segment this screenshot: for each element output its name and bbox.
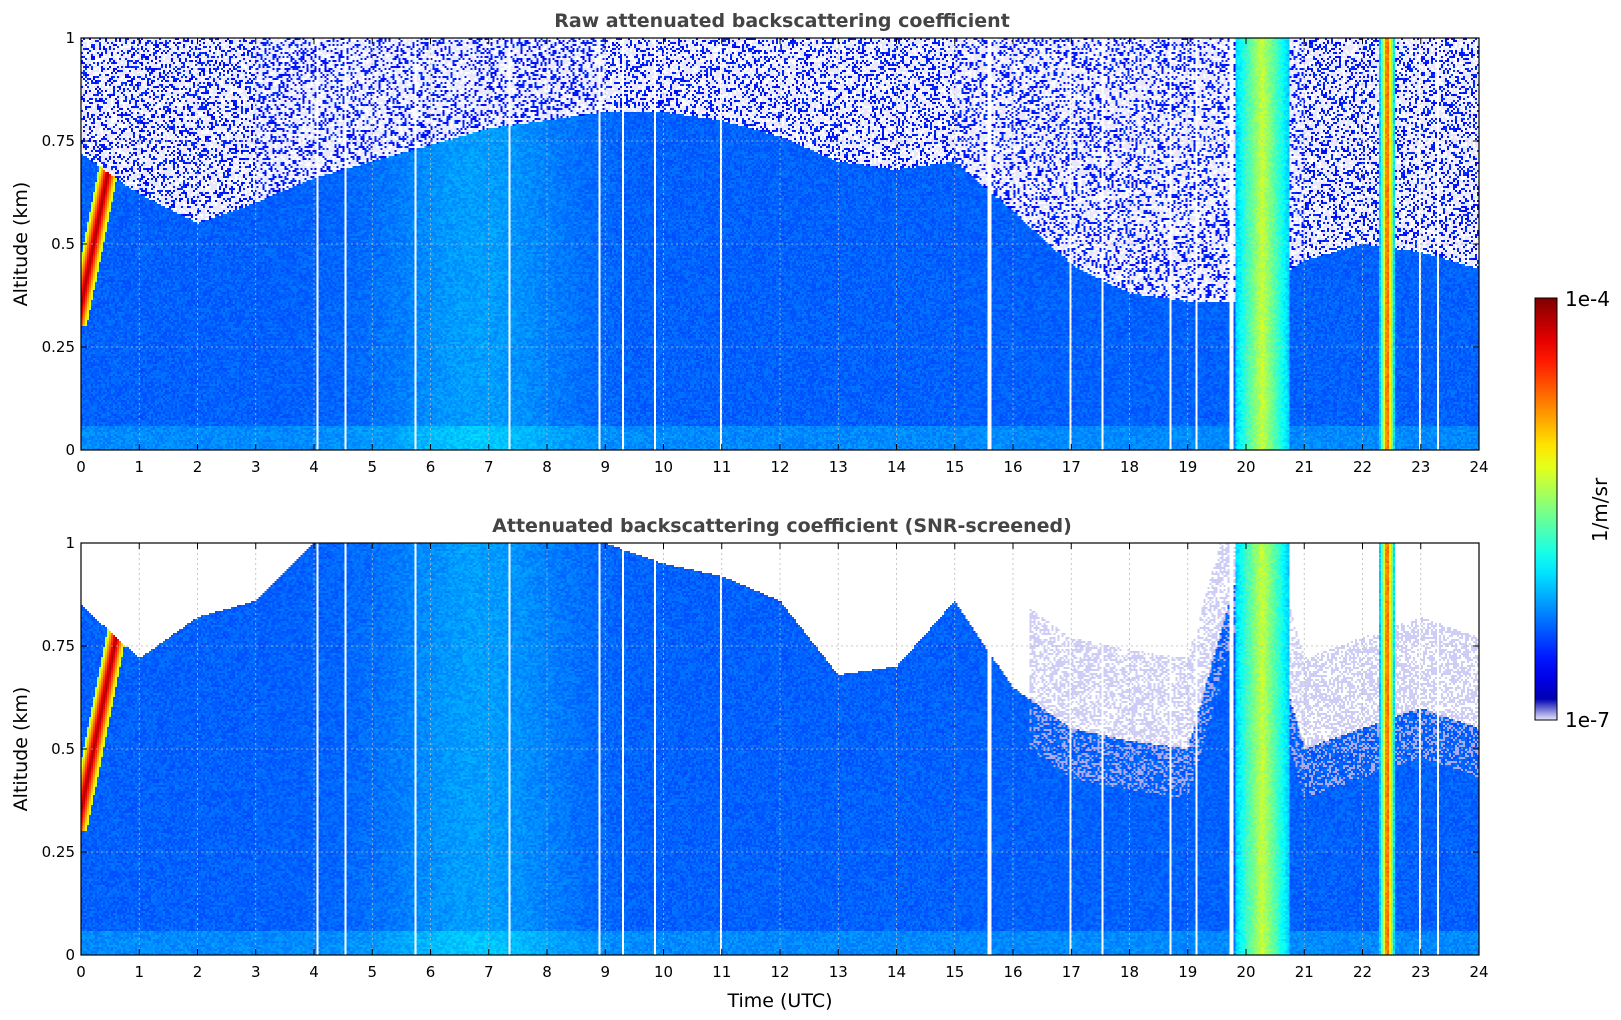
- x-tick-label: 13: [829, 458, 848, 476]
- x-tick-label: 2: [193, 963, 203, 981]
- panel-raw: Raw attenuated backscattering coefficien…: [10, 10, 1489, 476]
- y-tick-label: 0.5: [51, 740, 75, 758]
- x-tick-label: 4: [309, 963, 319, 981]
- x-tick-label: 22: [1353, 963, 1372, 981]
- x-tick-label: 20: [1236, 458, 1255, 476]
- grid: [81, 543, 1479, 955]
- x-tick-label: 5: [367, 458, 377, 476]
- x-tick-label: 1: [134, 963, 144, 981]
- x-tick-label: 6: [426, 963, 436, 981]
- x-tick-label: 7: [484, 458, 494, 476]
- x-tick-label: 17: [1062, 458, 1081, 476]
- x-tick-label: 0: [76, 963, 86, 981]
- colorbar-title: 1/m/sr: [1588, 477, 1612, 542]
- x-tick-label: 6: [426, 458, 436, 476]
- x-tick-label: 0: [76, 458, 86, 476]
- y-tick-label: 0.75: [42, 132, 75, 150]
- x-tick-label: 4: [309, 458, 319, 476]
- colorbar-min-label: 1e-7: [1565, 708, 1610, 732]
- y-axis: 0 0.25 0.5 0.75 1: [42, 29, 1479, 459]
- x-tick-label: 16: [1003, 458, 1022, 476]
- x-tick-label: 3: [251, 458, 261, 476]
- chart-title: Raw attenuated backscattering coefficien…: [554, 10, 1010, 32]
- x-tick-label: 7: [484, 963, 494, 981]
- x-tick-label: 14: [887, 963, 906, 981]
- x-tick-label: 14: [887, 458, 906, 476]
- x-tick-label: 3: [251, 963, 261, 981]
- x-tick-label: 8: [542, 458, 552, 476]
- x-tick-label: 23: [1411, 963, 1430, 981]
- x-tick-label: 5: [367, 963, 377, 981]
- x-tick-label: 21: [1295, 963, 1314, 981]
- y-tick-label: 0.25: [42, 338, 75, 356]
- y-tick-label: 1: [65, 29, 75, 47]
- x-tick-label: 15: [945, 963, 964, 981]
- x-tick-label: 23: [1411, 458, 1430, 476]
- x-tick-label: 20: [1236, 963, 1255, 981]
- y-tick-label: 0.5: [51, 235, 75, 253]
- x-tick-label: 9: [600, 963, 610, 981]
- x-tick-label: 13: [829, 963, 848, 981]
- panel-screened: Attenuated backscattering coefficient (S…: [10, 515, 1489, 1012]
- x-tick-label: 10: [654, 963, 673, 981]
- x-tick-label: 16: [1003, 963, 1022, 981]
- x-tick-label: 2: [193, 458, 203, 476]
- y-tick-label: 1: [65, 534, 75, 552]
- colorbar: 1e-4 1e-7 1/m/sr: [1534, 287, 1612, 732]
- x-tick-label: 9: [600, 458, 610, 476]
- y-tick-label: 0.25: [42, 843, 75, 861]
- x-tick-label: 19: [1178, 458, 1197, 476]
- chart-title: Attenuated backscattering coefficient (S…: [492, 515, 1072, 537]
- x-tick-label: 24: [1469, 963, 1488, 981]
- x-tick-label: 12: [770, 458, 789, 476]
- x-tick-label: 8: [542, 963, 552, 981]
- x-tick-label: 18: [1120, 963, 1139, 981]
- x-tick-label: 18: [1120, 458, 1139, 476]
- x-tick-label: 1: [134, 458, 144, 476]
- x-tick-label: 10: [654, 458, 673, 476]
- x-axis: 0 1 2 3 4 5 6 7 8 9 10 11 12 13 14 15 16 17 18 19 20 21 22 23 24: [76, 543, 1489, 981]
- colorbar-max-label: 1e-4: [1565, 287, 1610, 311]
- y-axis-label: Altitude (km): [10, 687, 32, 812]
- x-tick-label: 11: [712, 963, 731, 981]
- y-tick-label: 0: [65, 441, 75, 459]
- x-tick-label: 17: [1062, 963, 1081, 981]
- grid: [81, 38, 1479, 450]
- x-tick-label: 19: [1178, 963, 1197, 981]
- y-tick-label: 0: [65, 946, 75, 964]
- x-tick-label: 11: [712, 458, 731, 476]
- x-axis: 0 1 2 3 4 5 6 7 8 9 10 11 12 13 14 15 16 17 18 19 20 21 22 23 24: [76, 38, 1489, 476]
- x-axis-label: Time (UTC): [726, 990, 832, 1012]
- y-tick-label: 0.75: [42, 637, 75, 655]
- y-axis: 0 0.25 0.5 0.75 1: [42, 534, 1479, 964]
- x-tick-label: 24: [1469, 458, 1488, 476]
- colorbar-bar: [1534, 297, 1558, 721]
- x-tick-label: 21: [1295, 458, 1314, 476]
- x-tick-label: 12: [770, 963, 789, 981]
- x-tick-label: 15: [945, 458, 964, 476]
- x-tick-label: 22: [1353, 458, 1372, 476]
- y-axis-label: Altitude (km): [10, 182, 32, 307]
